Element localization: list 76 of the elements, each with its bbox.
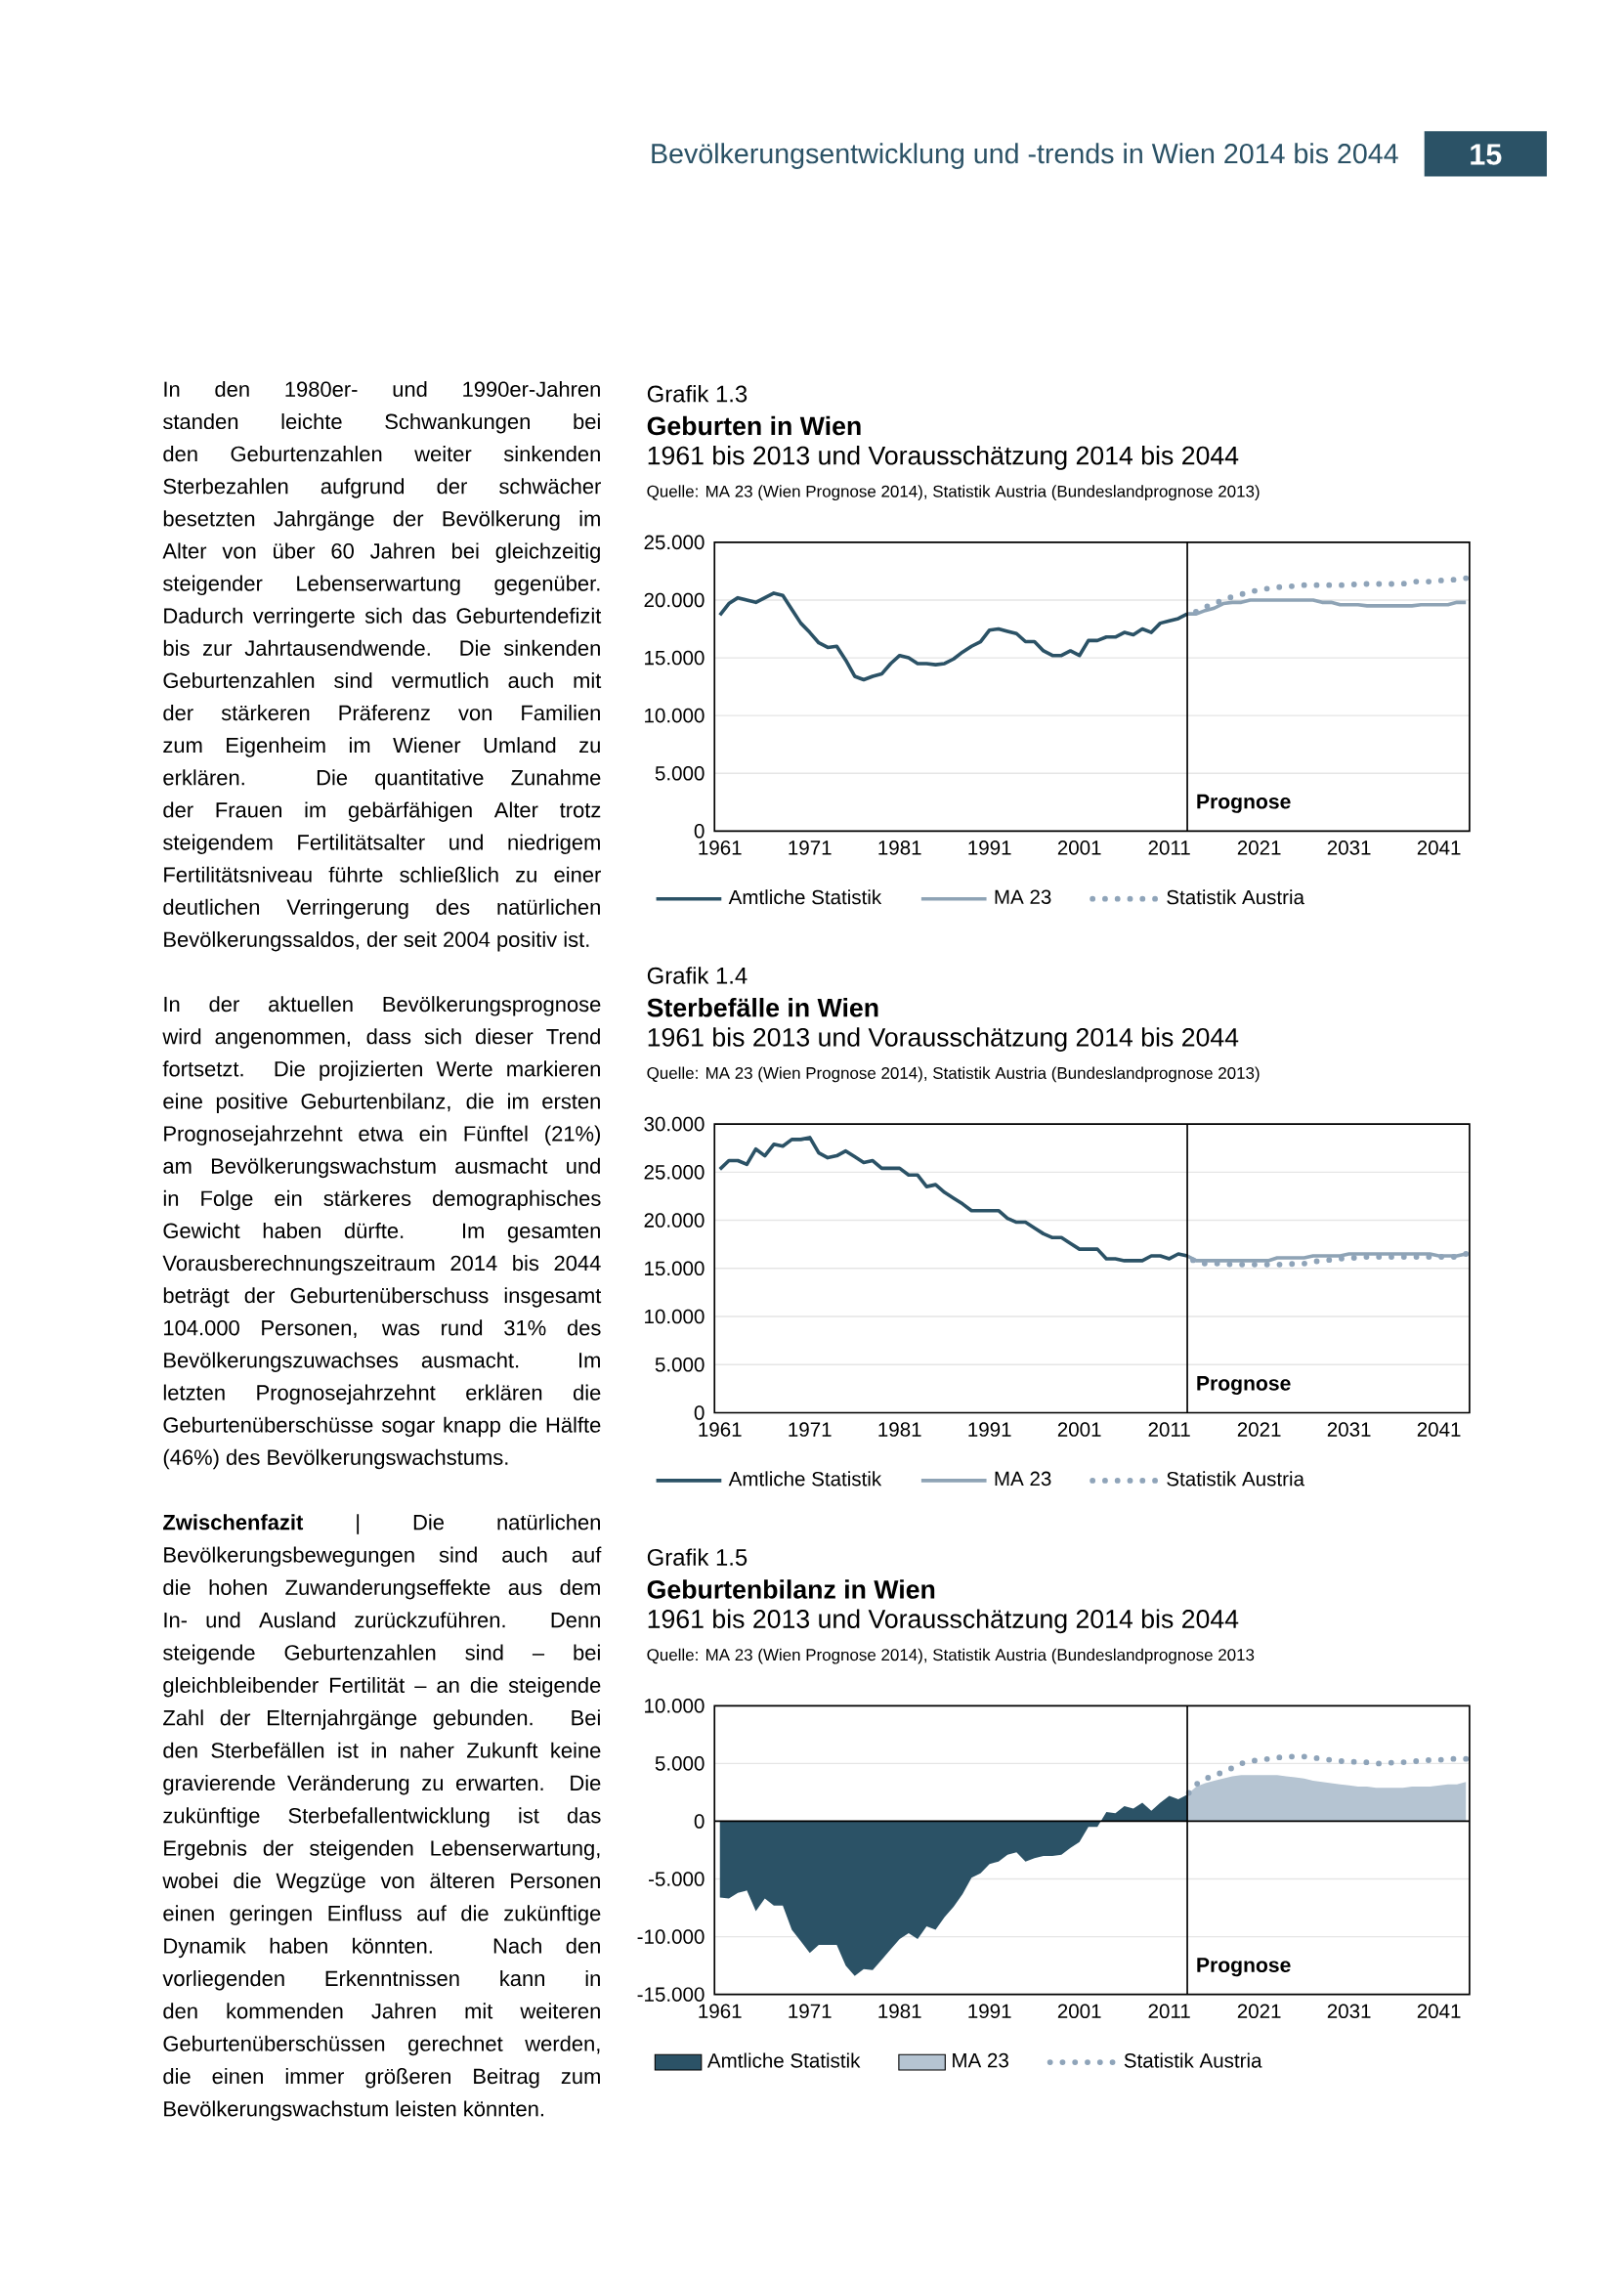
legend-label: Statistik Austria — [1167, 1471, 1304, 1487]
y-tick-label: 15.000 — [645, 1261, 705, 1276]
y-tick-label: 25.000 — [644, 535, 705, 550]
chart-subtitle: 1961 bis 2013 und Vorausschätzung 2014 bis 2044 — [648, 445, 1239, 470]
line-series — [717, 591, 1189, 682]
text: Bevölkerungsentwicklung und -trends in Wien 2014 bis 2044 — [652, 143, 1398, 169]
x-tick-label: 1981 — [878, 841, 921, 855]
legend-label: Statistik Austria — [1124, 2052, 1262, 2068]
x-tick-label: 1981 — [878, 1422, 921, 1437]
y-tick-label: 10.000 — [645, 1699, 705, 1713]
y-tick-label: 10.000 — [645, 1309, 705, 1324]
chart-subtitle: 1961 bis 2013 und Vorausschätzung 2014 bis 2044 — [648, 1027, 1239, 1053]
ref-line-label: Prognose — [1197, 1376, 1291, 1396]
ref-line-label: Prognose — [1197, 1958, 1291, 1977]
y-tick-label: 10.000 — [645, 708, 705, 723]
legend-label: Amtliche Statistik — [728, 889, 882, 905]
x-tick-label: 1971 — [789, 2004, 832, 2019]
y-tick-label: 5.000 — [655, 1357, 705, 1372]
source-note: Quelle: MA 23 (Wien Prognose 2014), Statistik Austria (Bundeslandprognose 2013) — [647, 485, 1260, 501]
x-tick-label: 2001 — [1057, 1422, 1101, 1437]
x-tick-label: 2001 — [1057, 2004, 1101, 2019]
x-tick-label: 1971 — [789, 841, 832, 855]
x-tick-label: 1971 — [789, 1422, 832, 1437]
y-tick-label: 30.000 — [644, 1116, 705, 1132]
x-tick-label: 2041 — [1417, 2004, 1461, 2019]
x-tick-label: 1991 — [968, 1422, 1011, 1437]
x-tick-label: 2021 — [1237, 841, 1281, 855]
y-tick-label: 20.000 — [644, 1213, 705, 1228]
y-tick-label: 5.000 — [655, 1756, 705, 1771]
x-tick-label: 1961 — [699, 2004, 742, 2019]
text: In den 1980er- und 1990er-Jahren standen leichte Schwankungen bei den Geburtenzahlen weiter sinkenden Sterbezahlen aufgrund der schwächer besetzten Jahrgänge der Bevölkerung im Alter von über 60 Jahren bei gleichzeitig steigender Lebenserwartung gegenüber. Dadurch verringerte sich das Geburtendefizit bis zur Jahrtausendwende. Die sinkenden Geburtenzahlen sind vermutlich auch mit der stärkeren Präferenz von Familien zum Eigenheim im Wiener Umland zu erklären. Die quantitative Zunahme der Frauen im gebärfähigen Alter trotz steigendem Fertilitätsalter und niedrigem Fertilitätsniveau führte schließlich zu einer deutlichen Verringerung des natürlichen Bevölkerungssaldos, der seit 2004 positiv ist. — [162, 380, 602, 952]
y-tick-label: 0 — [694, 1814, 705, 1829]
x-tick-label: 2031 — [1327, 2004, 1371, 2019]
chart-title: Geburtenbilanz in Wien — [647, 1579, 935, 1599]
x-tick-label: 2021 — [1237, 1422, 1281, 1437]
legend-label: Amtliche Statistik — [728, 1471, 882, 1487]
x-tick-label: 2041 — [1417, 841, 1461, 855]
text: 15 — [1471, 144, 1502, 165]
source-note: Quelle: MA 23 (Wien Prognose 2014), Statistik Austria (Bundeslandprognose 2013 — [647, 1648, 1255, 1664]
y-tick-label: 25.000 — [644, 1165, 705, 1180]
x-tick-label: 1961 — [699, 841, 742, 855]
x-tick-label: 1991 — [968, 841, 1011, 855]
x-tick-label: 2011 — [1148, 1422, 1190, 1437]
legend-label: MA 23 — [995, 889, 1051, 905]
x-tick-label: 2031 — [1327, 841, 1371, 855]
x-tick-label: 2011 — [1148, 2004, 1190, 2019]
text: Grafik 1.5 — [647, 1548, 748, 1566]
y-tick-label: 0 — [694, 823, 705, 839]
ref-line-label: Prognose — [1197, 794, 1291, 813]
x-tick-label: 2041 — [1417, 1422, 1461, 1437]
y-tick-label: -5.000 — [649, 1872, 705, 1886]
x-tick-label: 1981 — [878, 2004, 921, 2019]
y-tick-label: 15.000 — [645, 650, 705, 666]
x-tick-label: 2001 — [1057, 841, 1101, 855]
y-tick-label: 0 — [694, 1405, 705, 1420]
y-tick-label: -15.000 — [637, 1987, 705, 2002]
legend-label: Statistik Austria — [1167, 889, 1304, 905]
text: Zwischenfazit | Die natürlichen Bevölkerungsbewegungen sind auch auf die hohen Zuwanderungseffekte aus dem In- und Ausland zurückzuführen. Denn steigende Geburtenzahlen sind – bei gleichbleibender Fertilität – an die steigende Zahl der Elternjahrgänge gebunden. Bei den Sterbefällen ist in naher Zukunft keine gravierende Veränderung zu erwarten. Die zukünftige Sterbefallentwicklung ist das Ergebnis der steigenden Lebenserwartung, wobei die Wegzüge von älteren Personen einen geringen Einfluss auf die zukünftige Dynamik haben könnten. Nach den vorliegenden Erkenntnissen kann in den kommenden Jahren mit weiteren Geburtenüberschüssen gerechnet werden, die einen immer größeren Beitrag zum Bevölkerungswachstum leisten könnten. — [162, 1514, 602, 2121]
chart-title: Geburten in Wien — [647, 415, 861, 436]
text: In der aktuellen Bevölkerungsprognose wird angenommen, dass sich dieser Trend fortsetzt. Die projizierten Werte markieren eine positive Geburtenbilanz, die im ersten Prognosejahrzehnt etwa ein Fünftel (21%) am Bevölkerungswachstum ausmacht und in Folge ein stärkeres demographisches Gewicht haben dürfte. Im gesamten Vorausberechnungszeitraum 2014 bis 2044 beträgt der Geburtenüberschuss insgesamt 104.000 Personen, was rund 31% des Bevölkerungszuwachses ausmacht. Im letzten Prognosejahrzehnt erklären die Geburtenüberschüsse sogar knapp die Hälfte (46%) des Bevölkerungswachstums. — [162, 996, 602, 1470]
text: Grafik 1.3 — [647, 384, 748, 403]
x-tick-label: 2011 — [1148, 841, 1190, 855]
legend-label: Amtliche Statistik — [706, 2052, 861, 2068]
legend-label: MA 23 — [995, 1471, 1051, 1487]
text: Grafik 1.4 — [647, 967, 748, 984]
source-note: Quelle: MA 23 (Wien Prognose 2014), Statistik Austria (Bundeslandprognose 2013) — [647, 1066, 1260, 1083]
x-tick-label: 1961 — [699, 1422, 742, 1437]
x-tick-label: 2021 — [1237, 2004, 1281, 2019]
x-tick-label: 2031 — [1327, 1422, 1371, 1437]
y-tick-label: 5.000 — [655, 765, 705, 781]
chart-title: Sterbefälle in Wien — [647, 998, 878, 1017]
legend-label: MA 23 — [953, 2052, 1008, 2068]
chart-subtitle: 1961 bis 2013 und Vorausschätzung 2014 bis 2044 — [648, 1609, 1239, 1634]
y-tick-label: -10.000 — [637, 1929, 705, 1944]
x-tick-label: 1991 — [968, 2004, 1011, 2019]
y-tick-label: 20.000 — [644, 592, 705, 608]
